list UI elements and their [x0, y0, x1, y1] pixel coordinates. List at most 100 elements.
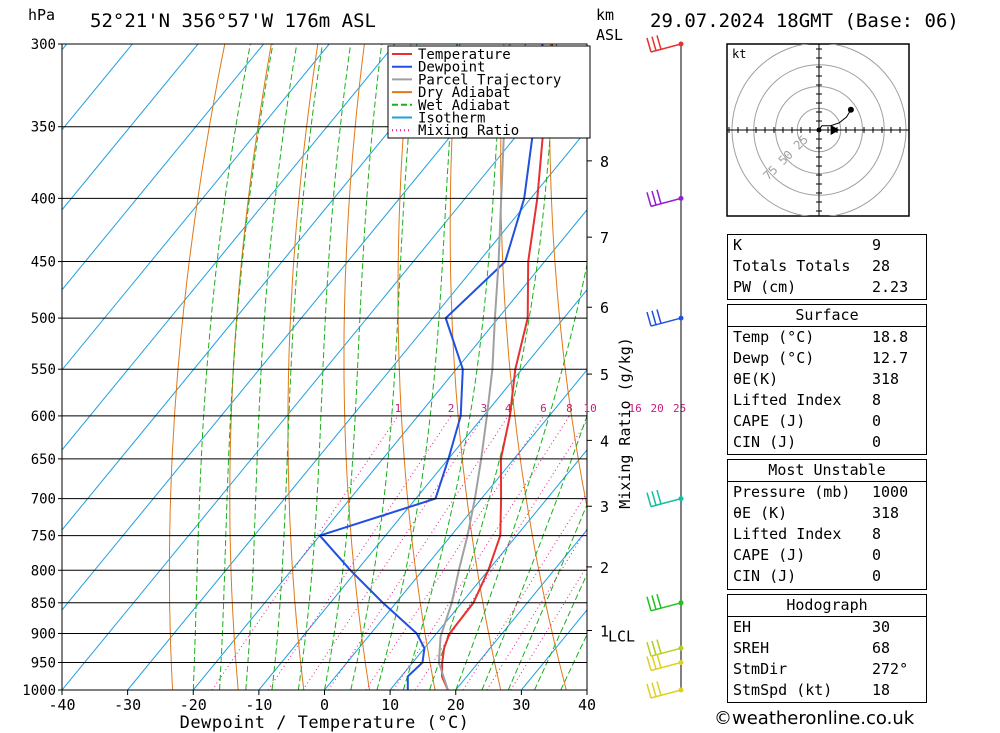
table-row: Totals Totals 28	[728, 256, 926, 277]
wet-adiabat-line	[507, 503, 587, 690]
mixing-ratio-line	[365, 415, 544, 690]
row-label: CAPE (J)	[733, 546, 806, 564]
wind-barb-flag	[646, 683, 652, 699]
table-row: Pressure (mb) 1000	[728, 482, 926, 503]
wind-barb-flag	[646, 656, 652, 671]
isotherm-line	[62, 44, 396, 451]
x-axis-label: Dewpoint / Temperature (°C)	[180, 713, 470, 733]
wind-barb-flag	[646, 311, 652, 327]
wind-barb-flag	[646, 641, 652, 657]
wet-adiabat-line	[350, 44, 418, 690]
mixing-ratio-label: 3	[481, 402, 488, 415]
wind-barb-flag	[656, 309, 662, 324]
row-value: 2.23	[872, 278, 909, 296]
isotherm-line	[127, 128, 587, 690]
row-value: 0	[872, 546, 882, 564]
lcl-label: LCL	[608, 627, 635, 645]
hodograph-unit: kt	[732, 47, 746, 61]
wet-adiabat-line	[455, 262, 587, 690]
row-label: SREH	[733, 639, 770, 657]
wind-barb-flag	[646, 596, 652, 612]
dry-adiabat-line	[287, 44, 319, 690]
row-value: 12.7	[872, 349, 909, 367]
km-tick-label: 1	[600, 622, 609, 640]
km-tick-label: 7	[600, 229, 609, 247]
wind-barb-flag	[651, 595, 657, 610]
row-value: 272°	[872, 660, 909, 678]
pressure-tick-label: 550	[31, 362, 56, 378]
wind-barb-flag	[646, 192, 652, 207]
row-label: Pressure (mb)	[733, 483, 851, 501]
wind-barb-flag	[656, 489, 662, 505]
row-label: K	[733, 236, 743, 254]
row-value: 28	[872, 257, 891, 275]
km-tick-label: 2	[600, 559, 609, 577]
legend-entry: Mixing Ratio	[418, 123, 519, 139]
wind-barb	[646, 653, 684, 672]
wind-barb-flag	[651, 491, 657, 506]
isotherm-line	[455, 529, 587, 690]
hodograph-origin	[816, 127, 822, 133]
row-label: CIN (J)	[733, 567, 797, 585]
wind-barb	[646, 189, 684, 208]
km-tick-label: 5	[600, 366, 609, 384]
x-tick-label: -20	[180, 696, 207, 714]
dry-adiabat-line	[343, 44, 370, 690]
wind-barb-flag	[656, 35, 662, 50]
isotherm-line	[62, 44, 264, 291]
credit: ©weatheronline.co.uk	[714, 708, 914, 729]
most-unstable-title: Most Unstable	[768, 461, 886, 479]
row-value: 0	[872, 412, 882, 430]
hodograph-trace	[818, 109, 852, 131]
wind-barb	[646, 309, 684, 327]
row-label: EH	[733, 618, 752, 636]
wind-barb-flag	[656, 653, 662, 669]
wet-adiabat-line	[376, 44, 458, 690]
pressure-tick-label: 750	[31, 529, 56, 545]
row-value: 9	[872, 236, 882, 254]
wind-barb-flag	[651, 310, 657, 325]
row-value: 318	[872, 370, 900, 388]
dry-adiabat-line	[923, 44, 1000, 690]
table-row: StmSpd (kt) 18	[728, 680, 926, 701]
copyright-icon: ©	[714, 708, 732, 729]
table-row: PW (cm) 2.23	[728, 277, 926, 298]
row-label: Temp (°C)	[733, 328, 815, 346]
valid-datetime: 29.07.2024 18GMT (Base: 06)	[650, 10, 959, 32]
table-row: CAPE (J) 0	[728, 545, 926, 566]
wind-barb-flag	[651, 640, 657, 656]
legend-entry: Wet Adiabat	[418, 98, 511, 114]
row-label: CAPE (J)	[733, 412, 806, 430]
table-row: Dewp (°C) 12.7	[728, 348, 926, 369]
pressure-tick-label: 850	[31, 596, 56, 612]
wet-adiabat-line	[219, 44, 274, 690]
wind-barb-flag	[651, 36, 657, 51]
table-row: EH 30	[728, 617, 926, 638]
wind-barb-flag	[651, 682, 657, 697]
wind-barb	[646, 639, 684, 657]
wet-adiabat-line	[192, 44, 251, 690]
dry-adiabat-line	[168, 44, 226, 690]
table-row: Lifted Index 8	[728, 390, 926, 411]
isotherm-line	[192, 209, 587, 690]
row-label: StmSpd (kt)	[733, 681, 833, 699]
table-row: θE(K) 318	[728, 369, 926, 390]
pressure-tick-label: 400	[31, 191, 56, 207]
x-tick-label: -10	[245, 696, 272, 714]
pressure-tick-label: 350	[31, 120, 56, 136]
pressure-tick-label: 900	[31, 626, 56, 642]
isotherm-line	[258, 289, 587, 690]
dry-adiabat-line	[229, 44, 272, 690]
storm-motion-arrow-icon	[830, 125, 840, 135]
x-tick-label: 0	[320, 696, 329, 714]
km-tick-label: 4	[600, 432, 609, 450]
isotherm-line	[62, 44, 330, 371]
km-tick-label: 3	[600, 498, 609, 516]
wind-barb-flag	[656, 639, 662, 654]
isotherm-line	[62, 44, 133, 131]
mixing-ratio-label: 16	[628, 402, 641, 415]
row-label: PW (cm)	[733, 278, 797, 296]
indices-panel: K 9 Totals Totals 28 PW (cm) 2.23	[727, 234, 927, 300]
